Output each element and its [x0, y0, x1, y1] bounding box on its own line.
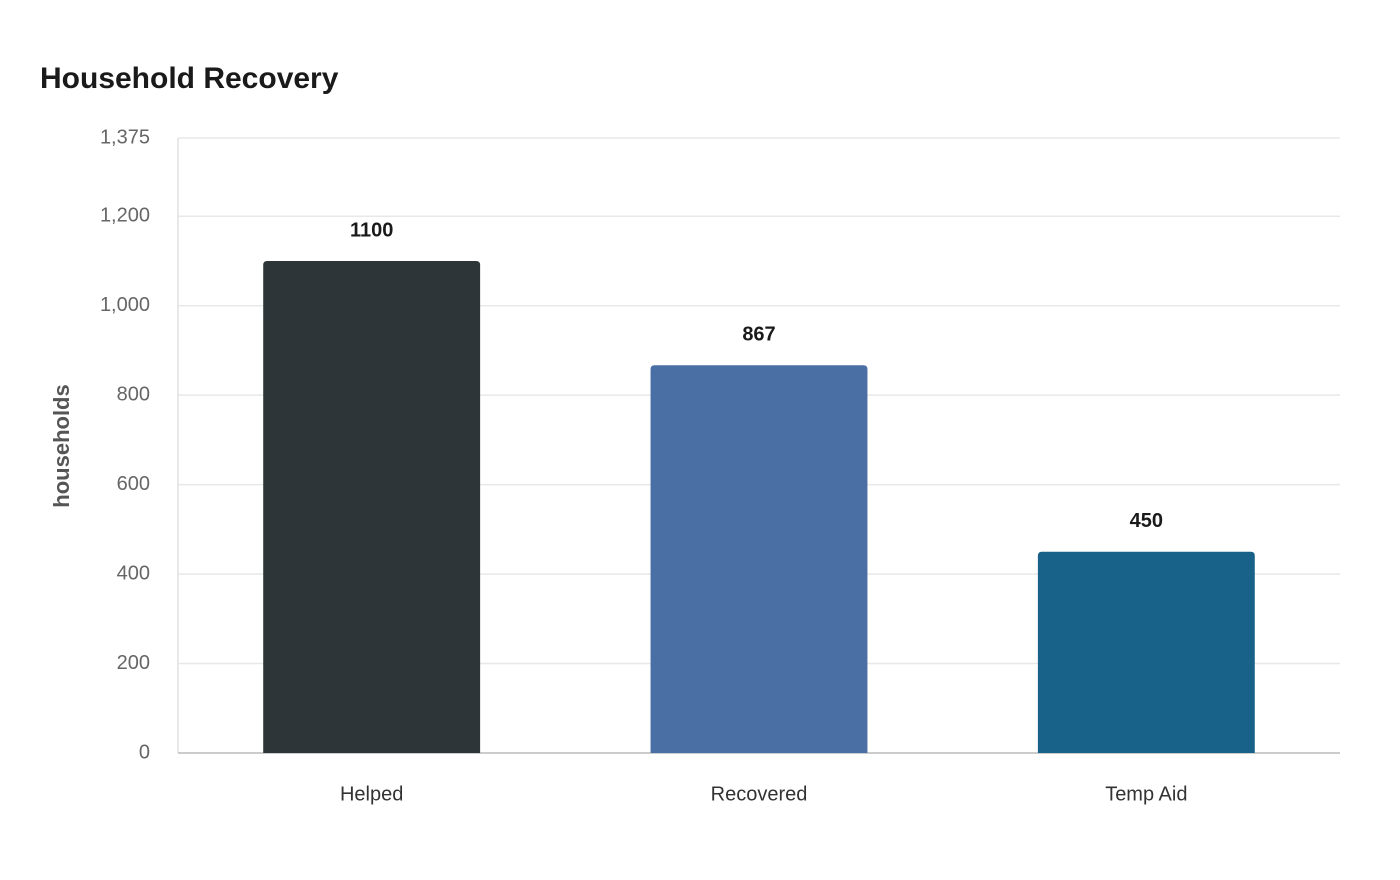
x-tick-label: Helped [340, 783, 403, 805]
y-tick-label: 800 [117, 383, 150, 405]
bar [1037, 551, 1255, 753]
y-tick-label: 200 [117, 652, 150, 674]
y-axis-label: households [49, 384, 74, 507]
y-tick-label: 0 [139, 741, 150, 763]
y-tick-label: 1,375 [100, 126, 150, 148]
bar [263, 261, 481, 753]
bar [650, 365, 868, 753]
y-tick-label: 600 [117, 473, 150, 495]
y-tick-label: 1,200 [100, 205, 150, 227]
y-tick-label: 400 [117, 562, 150, 584]
value-label: 450 [1130, 510, 1163, 532]
x-tick-label: Recovered [711, 783, 808, 805]
value-label: 867 [742, 323, 775, 345]
chart-title: Household Recovery [40, 62, 339, 95]
value-label: 1100 [350, 219, 393, 241]
x-tick-label: Temp Aid [1105, 783, 1187, 805]
y-tick-label: 1,000 [100, 294, 150, 316]
